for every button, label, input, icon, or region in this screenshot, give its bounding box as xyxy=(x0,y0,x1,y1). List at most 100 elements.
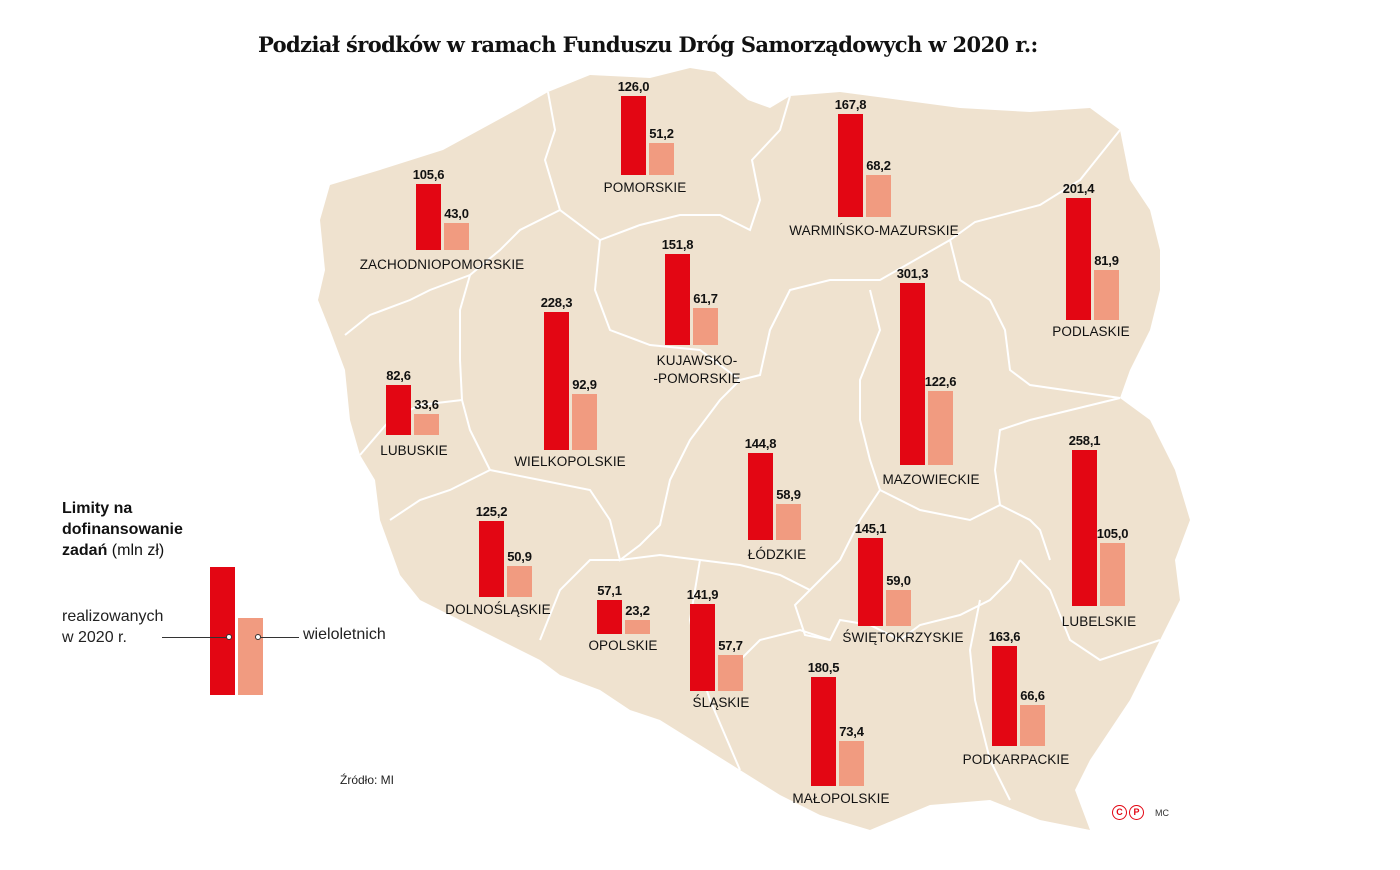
legend-label-multi: wieloletnich xyxy=(303,626,386,643)
bar-col-main: 228,3 xyxy=(541,295,572,450)
bar-group: 201,4 81,9 xyxy=(1063,181,1119,320)
bar-col-main: 144,8 xyxy=(745,436,776,540)
bar-col-main: 126,0 xyxy=(618,79,649,175)
value-label-multi: 81,9 xyxy=(1094,253,1119,268)
bar-multi xyxy=(414,414,439,435)
bar-multi xyxy=(866,175,891,217)
bar-multi xyxy=(839,741,864,786)
legend-dot-main xyxy=(226,634,232,640)
bar-main xyxy=(416,184,441,250)
bar-multi xyxy=(928,391,953,465)
region-label: ŚLĄSKIE xyxy=(692,695,750,710)
source-note: Źródło: MI xyxy=(340,773,395,787)
bar-col-multi: 61,7 xyxy=(693,291,718,345)
bar-group: 180,5 73,4 xyxy=(808,660,864,786)
region-label: ŁÓDZKIE xyxy=(747,547,807,562)
bar-multi xyxy=(718,655,743,691)
legend-title: Limity na dofinansowanie zadań (mln zł) xyxy=(62,498,183,561)
bar-main xyxy=(597,600,622,634)
region-label-line2: -POMORSKIE xyxy=(653,371,741,386)
bar-col-multi: 58,9 xyxy=(776,487,801,540)
value-label-multi: 92,9 xyxy=(572,377,597,392)
bar-col-main: 57,1 xyxy=(597,583,622,634)
bar-multi xyxy=(693,308,718,345)
value-label-main: 258,1 xyxy=(1068,433,1101,448)
copyright-p-icon: P xyxy=(1129,805,1144,820)
bar-col-multi: 43,0 xyxy=(444,206,469,250)
value-label-main: 144,8 xyxy=(744,436,777,451)
value-label-main: 151,8 xyxy=(661,237,694,252)
bar-col-multi: 23,2 xyxy=(625,603,650,634)
region-label: LUBUSKIE xyxy=(380,443,448,458)
bar-col-multi: 73,4 xyxy=(839,724,864,786)
region-label: KUJAWSKO- xyxy=(656,353,738,368)
bar-col-main: 105,6 xyxy=(413,167,444,250)
bar-main xyxy=(838,114,863,217)
value-label-main: 201,4 xyxy=(1062,181,1095,196)
value-label-multi: 105,0 xyxy=(1096,526,1129,541)
value-label-multi: 57,7 xyxy=(718,638,743,653)
region-label: MAŁOPOLSKIE xyxy=(792,791,890,806)
legend-dot-multi xyxy=(255,634,261,640)
bar-col-multi: 92,9 xyxy=(572,377,597,450)
value-label-multi: 122,6 xyxy=(924,374,957,389)
value-label-multi: 51,2 xyxy=(649,126,674,141)
bar-group: 167,8 68,2 xyxy=(835,97,891,217)
value-label-multi: 23,2 xyxy=(625,603,650,618)
bar-group: 163,6 66,6 xyxy=(989,629,1045,746)
legend-label-main-line2: w 2020 r. xyxy=(62,629,127,646)
bar-col-main: 151,8 xyxy=(662,237,693,345)
legend-leader-multi xyxy=(261,637,299,638)
bar-multi xyxy=(886,590,911,626)
legend-title-line3: zadań xyxy=(62,542,108,559)
bar-col-main: 82,6 xyxy=(386,368,411,435)
region-label: WIELKOPOLSKIE xyxy=(514,454,626,469)
legend-title-line1: Limity na xyxy=(62,500,133,517)
bar-group: 105,6 43,0 xyxy=(413,167,469,250)
region-label: WARMIŃSKO-MAZURSKIE xyxy=(789,223,959,238)
legend-unit: (mln zł) xyxy=(111,542,165,559)
bar-group: 145,1 59,0 xyxy=(855,521,911,626)
value-label-main: 126,0 xyxy=(617,79,650,94)
value-label-main: 82,6 xyxy=(386,368,411,383)
bar-multi xyxy=(1020,705,1045,746)
bar-col-main: 167,8 xyxy=(835,97,866,217)
region-label: ŚWIĘTOKRZYSKIE xyxy=(842,630,964,645)
bar-multi xyxy=(507,566,532,597)
bar-col-main: 201,4 xyxy=(1063,181,1094,320)
bar-col-main: 163,6 xyxy=(989,629,1020,746)
value-label-main: 301,3 xyxy=(896,266,929,281)
bar-group: 57,1 23,2 xyxy=(597,583,650,634)
value-label-multi: 33,6 xyxy=(414,397,439,412)
value-label-multi: 50,9 xyxy=(507,549,532,564)
region-label: ZACHODNIOPOMORSKIE xyxy=(359,257,525,272)
value-label-main: 141,9 xyxy=(686,587,719,602)
value-label-multi: 43,0 xyxy=(444,206,469,221)
bar-main xyxy=(386,385,411,435)
value-label-main: 57,1 xyxy=(597,583,622,598)
bar-col-main: 145,1 xyxy=(855,521,886,626)
bar-multi xyxy=(572,394,597,450)
region-label: DOLNOŚLĄSKIE xyxy=(445,602,551,617)
bar-main xyxy=(665,254,690,345)
region-label: LUBELSKIE xyxy=(1061,614,1137,629)
legend-label-main-line1: realizowanych xyxy=(62,608,164,625)
bar-main xyxy=(621,96,646,175)
bar-main xyxy=(811,677,836,786)
region-label: POMORSKIE xyxy=(603,180,687,195)
value-label-multi: 59,0 xyxy=(886,573,911,588)
bar-col-multi: 66,6 xyxy=(1020,688,1045,746)
bar-col-main: 301,3 xyxy=(897,266,928,465)
bar-col-multi: 59,0 xyxy=(886,573,911,626)
bar-multi xyxy=(1100,543,1125,606)
bar-group: 151,8 61,7 xyxy=(662,237,718,345)
bar-main xyxy=(690,604,715,691)
region-label: MAZOWIECKIE xyxy=(882,472,980,487)
value-label-multi: 61,7 xyxy=(693,291,718,306)
bar-col-main: 180,5 xyxy=(808,660,839,786)
bar-col-main: 125,2 xyxy=(476,504,507,597)
value-label-main: 105,6 xyxy=(412,167,445,182)
value-label-multi: 58,9 xyxy=(776,487,801,502)
bar-multi xyxy=(625,620,650,634)
